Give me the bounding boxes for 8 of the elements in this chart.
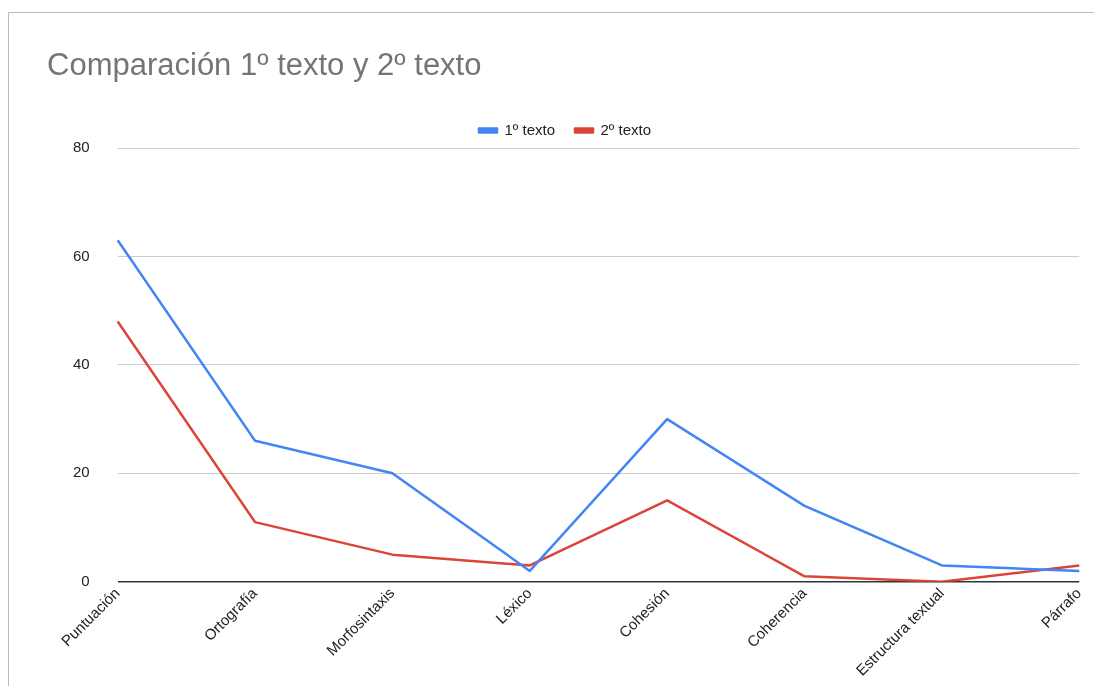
legend-label: 2º texto xyxy=(600,120,652,138)
y-tick-label: 20 xyxy=(73,463,90,481)
y-tick-label: 40 xyxy=(73,355,90,373)
legend-label: 1º texto xyxy=(504,120,556,138)
y-tick-label: 60 xyxy=(73,246,90,264)
y-tick-label: 0 xyxy=(81,571,90,589)
chart-title: Comparación 1º texto y 2º texto xyxy=(47,47,482,83)
y-tick-label: 80 xyxy=(73,138,90,156)
